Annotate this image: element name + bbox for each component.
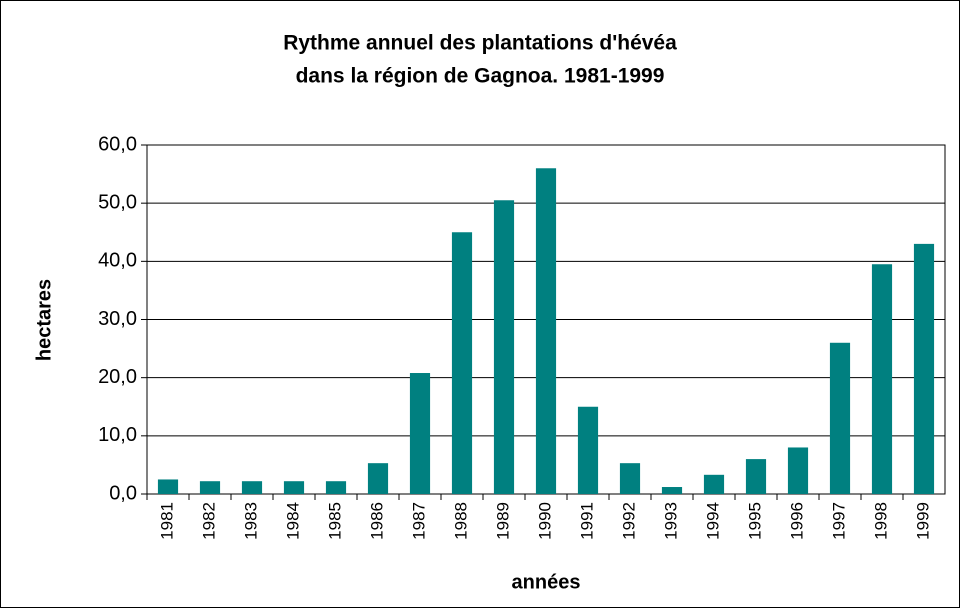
y-tick-label: 60,0 xyxy=(98,133,137,155)
y-tick-label: 40,0 xyxy=(98,250,137,272)
bar xyxy=(451,232,473,494)
x-tick-label: 1992 xyxy=(619,502,638,540)
x-tick-label: 1981 xyxy=(157,502,176,540)
y-tick-label: 20,0 xyxy=(98,366,137,388)
x-tick-label: 1997 xyxy=(829,502,848,540)
bar xyxy=(913,243,935,494)
x-tick-label: 1991 xyxy=(577,502,596,540)
bar xyxy=(619,463,641,494)
x-tick-label: 1989 xyxy=(493,502,512,540)
x-tick-label: 1998 xyxy=(871,502,890,540)
chart-title: Rythme annuel des plantations d'hévéa xyxy=(283,32,677,55)
x-tick-label: 1984 xyxy=(283,502,302,540)
bar xyxy=(871,264,893,494)
bar xyxy=(409,373,431,494)
y-tick-label: 30,0 xyxy=(98,308,137,330)
bar xyxy=(493,200,515,494)
x-tick-label: 1995 xyxy=(745,502,764,540)
bar xyxy=(535,168,557,494)
x-tick-label: 1982 xyxy=(199,502,218,540)
y-tick-label: 10,0 xyxy=(98,424,137,446)
x-tick-label: 1996 xyxy=(787,502,806,540)
x-tick-label: 1990 xyxy=(535,502,554,540)
bar xyxy=(157,479,179,494)
y-tick-label: 50,0 xyxy=(98,191,137,213)
bar xyxy=(241,481,263,494)
x-tick-label: 1994 xyxy=(703,502,722,540)
x-tick-label: 1985 xyxy=(325,502,344,540)
bar xyxy=(703,474,725,494)
x-tick-label: 1988 xyxy=(451,502,470,540)
x-tick-label: 1983 xyxy=(241,502,260,540)
chart-title: dans la région de Gagnoa. 1981-1999 xyxy=(296,65,665,88)
x-axis-label: années xyxy=(512,571,581,593)
bar xyxy=(283,481,305,494)
x-tick-label: 1986 xyxy=(367,502,386,540)
bar xyxy=(829,342,851,494)
y-tick-label: 0,0 xyxy=(109,482,137,504)
x-tick-label: 1987 xyxy=(409,502,428,540)
x-tick-label: 1993 xyxy=(661,502,680,540)
bar xyxy=(787,447,809,494)
bar xyxy=(745,459,767,494)
y-axis-label: hectares xyxy=(33,279,55,361)
x-tick-label: 1999 xyxy=(913,502,932,540)
bar xyxy=(325,481,347,494)
bar xyxy=(577,406,599,494)
bar xyxy=(661,487,683,494)
bar xyxy=(199,481,221,494)
bar xyxy=(367,463,389,494)
